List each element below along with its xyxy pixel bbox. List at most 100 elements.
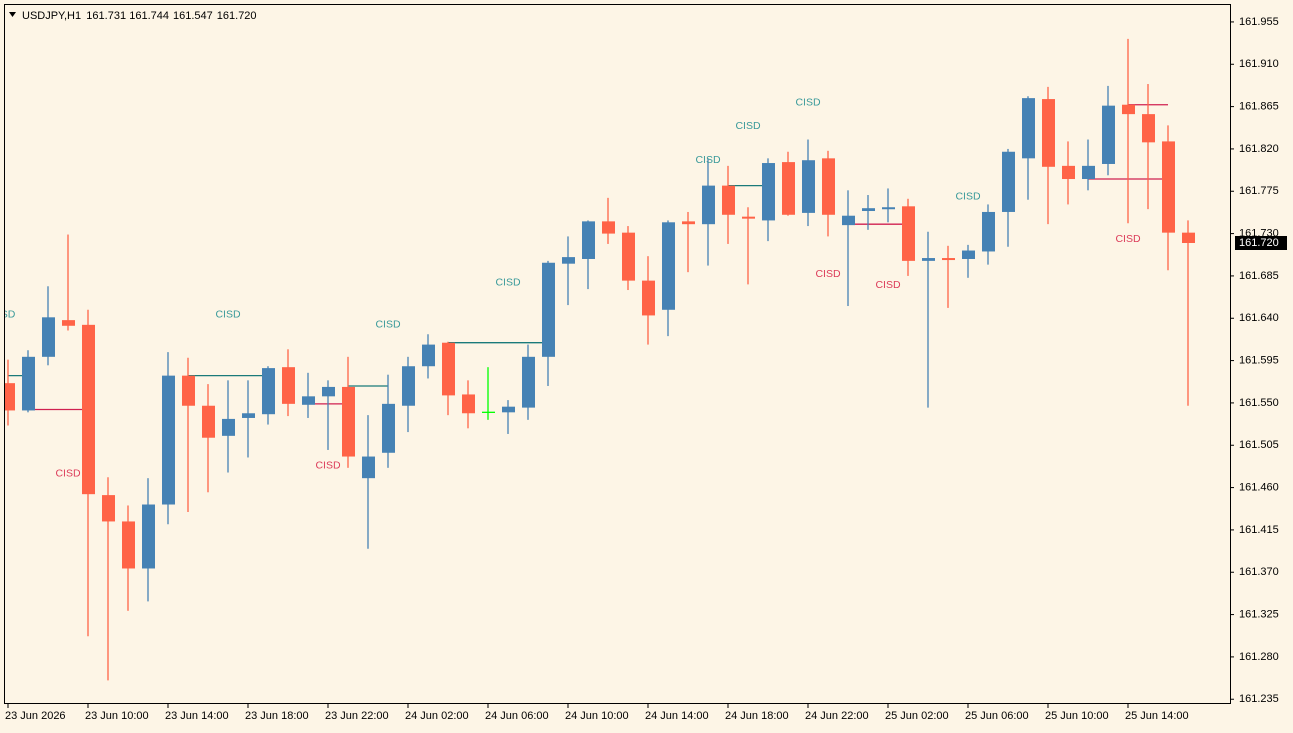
plot-area: SD CISD CISD CISD CISD CISD CISD CISD CISD CISD CI… [1, 38, 1195, 681]
y-tick-label: 161.325 [1239, 608, 1279, 620]
candle-body [522, 356, 535, 408]
candle-body [882, 207, 895, 210]
x-tick-label: 25 Jun 10:00 [1045, 710, 1109, 722]
y-tick-label: 161.415 [1239, 524, 1279, 536]
y-tick-label: 161.955 [1239, 16, 1279, 28]
y-tick-label: 161.505 [1239, 439, 1279, 451]
candle-body [642, 280, 655, 316]
cisd-label: CISD [495, 276, 521, 288]
candle-body [222, 418, 235, 436]
header: USDJPY,H1 161.731 161.744 161.547 161.720 [22, 10, 257, 22]
candle-body [962, 250, 975, 259]
x-tick-label: 23 Jun 2026 [5, 710, 66, 722]
candle-body [262, 368, 275, 415]
candle-body [622, 232, 635, 281]
candle-body [202, 405, 215, 438]
candle-body [282, 367, 295, 404]
y-tick-label: 161.910 [1239, 58, 1279, 70]
candle-body [942, 258, 955, 261]
x-tick-label: 24 Jun 18:00 [725, 710, 789, 722]
header-low: 161.547 [173, 10, 213, 22]
y-tick-label: 161.685 [1239, 270, 1279, 282]
y-tick-label: 161.235 [1239, 693, 1279, 705]
y-tick-label: 161.595 [1239, 354, 1279, 366]
cisd-label: CISD [215, 308, 241, 320]
x-tick-label: 23 Jun 22:00 [325, 710, 389, 722]
cisd-label: CISD [375, 319, 401, 331]
candle-body [342, 386, 355, 457]
candle-body [182, 375, 195, 406]
candle-body [1162, 141, 1175, 233]
current-price-box [1235, 235, 1287, 250]
candle-body [5, 383, 15, 411]
candle-body [402, 366, 415, 406]
candle-body [422, 344, 435, 367]
x-tick-label: 23 Jun 18:00 [245, 710, 309, 722]
candle-body [1022, 98, 1035, 159]
x-tick-label: 23 Jun 14:00 [165, 710, 229, 722]
candle-body [162, 375, 175, 505]
candle-body [1062, 165, 1075, 180]
candle-body [842, 215, 855, 226]
cisd-label: SD [1, 308, 16, 320]
header-close: 161.720 [217, 10, 257, 22]
candle-body [782, 162, 795, 215]
candle-body [1082, 165, 1095, 180]
x-tick-label: 25 Jun 02:00 [885, 710, 949, 722]
candle-body [902, 206, 915, 261]
candle-body [742, 216, 755, 219]
cisd-label: CISD [55, 467, 81, 479]
current-price-label: 161.720 [1239, 237, 1279, 249]
candle-body [82, 324, 95, 495]
cisd-label: CISD [795, 97, 821, 109]
candle-body [22, 356, 35, 411]
candle-body [562, 257, 575, 264]
candle-body [102, 495, 115, 522]
candle-body [1002, 151, 1015, 212]
candle-body [582, 221, 595, 259]
y-tick-label: 161.820 [1239, 143, 1279, 155]
header-open: 161.731 [86, 10, 126, 22]
candle-body [242, 413, 255, 418]
candle-body [1182, 232, 1195, 243]
menu-arrow[interactable] [9, 12, 16, 17]
cisd-label: CISD [1115, 233, 1141, 245]
candle-body [702, 185, 715, 225]
candle-body [722, 185, 735, 215]
candle-body [982, 211, 995, 252]
candle-body [542, 262, 555, 357]
candle-body [862, 208, 875, 212]
candle-body [122, 521, 135, 569]
x-tick-label: 24 Jun 02:00 [405, 710, 469, 722]
y-tick-label: 161.370 [1239, 566, 1279, 578]
cisd-label: CISD [955, 191, 981, 203]
candle-body [662, 222, 675, 310]
header-high: 161.744 [129, 10, 169, 22]
y-tick-label: 161.280 [1239, 651, 1279, 663]
y-tick-label: 161.640 [1239, 312, 1279, 324]
candle-body [62, 320, 75, 326]
x-tick-label: 23 Jun 10:00 [85, 710, 149, 722]
x-tick-label: 24 Jun 10:00 [565, 710, 629, 722]
candle-body [822, 158, 835, 215]
candle-body [602, 221, 615, 234]
candle-body [42, 317, 55, 357]
x-tick-label: 24 Jun 06:00 [485, 710, 549, 722]
x-tick-label: 25 Jun 06:00 [965, 710, 1029, 722]
candle-body [1102, 105, 1115, 164]
symbol: USDJPY,H1 [22, 10, 81, 22]
plot-border [4, 4, 1231, 704]
candle-body [322, 386, 335, 397]
cisd-label: CISD [815, 268, 841, 280]
candle-body [922, 258, 935, 261]
x-tick-label: 24 Jun 14:00 [645, 710, 709, 722]
x-tick-label: 25 Jun 14:00 [1125, 710, 1189, 722]
y-tick-label: 161.775 [1239, 185, 1279, 197]
cisd-label: CISD [315, 460, 341, 472]
candle-body [302, 396, 315, 405]
candle-body [682, 221, 695, 225]
candle-body [1122, 104, 1135, 115]
candle-body [502, 406, 515, 413]
